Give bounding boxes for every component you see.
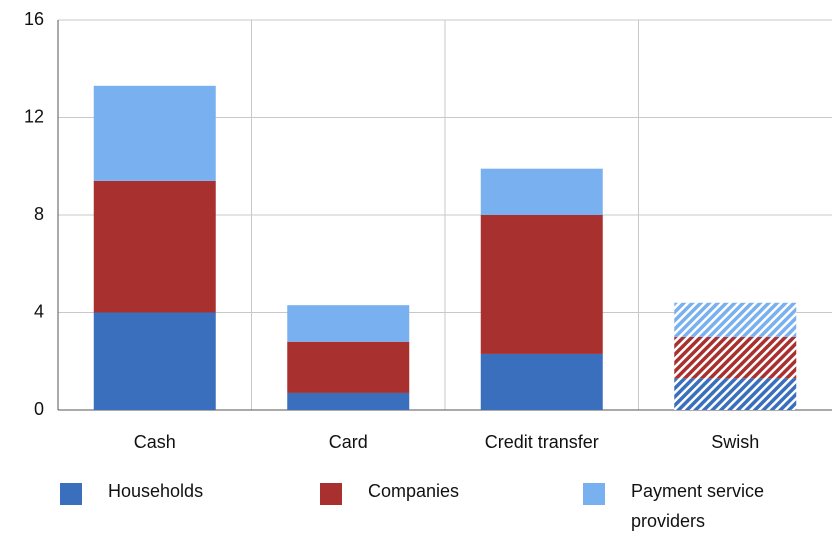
legend-item: Payment service providers xyxy=(583,476,773,536)
y-tick-label: 16 xyxy=(24,9,44,29)
bar-segment xyxy=(480,353,603,410)
bar-segment xyxy=(93,85,216,181)
x-tick-label: Cash xyxy=(134,432,176,452)
bar-segment xyxy=(287,392,410,410)
legend-label: Payment service providers xyxy=(631,481,765,531)
x-tick-label: Swish xyxy=(711,432,759,452)
legend-swatch xyxy=(60,483,82,505)
legend-item: Households xyxy=(60,476,280,506)
y-tick-label: 0 xyxy=(34,399,44,419)
bar-segment xyxy=(480,168,603,215)
legend-label: Companies xyxy=(368,481,460,501)
bar-segment xyxy=(674,302,797,337)
x-tick-label: Card xyxy=(329,432,368,452)
y-tick-label: 4 xyxy=(34,301,44,321)
bar-segment xyxy=(93,180,216,313)
bar-segment xyxy=(480,215,603,354)
chart: 0 4 8 12 16 Cash Card Credit transfer Swish xyxy=(24,9,832,452)
bar-segment xyxy=(674,336,797,379)
legend-swatch xyxy=(583,483,605,505)
legend-label: Households xyxy=(108,481,204,501)
x-tick-label: Credit transfer xyxy=(485,432,599,452)
bar-segment xyxy=(674,378,797,410)
bar-segment xyxy=(287,341,410,393)
bar-segment xyxy=(93,312,216,410)
legend-swatch xyxy=(320,483,342,505)
y-tick-label: 8 xyxy=(34,204,44,224)
y-tick-label: 12 xyxy=(24,106,44,126)
legend-item: Companies xyxy=(320,476,540,506)
bar-segment xyxy=(287,305,410,342)
